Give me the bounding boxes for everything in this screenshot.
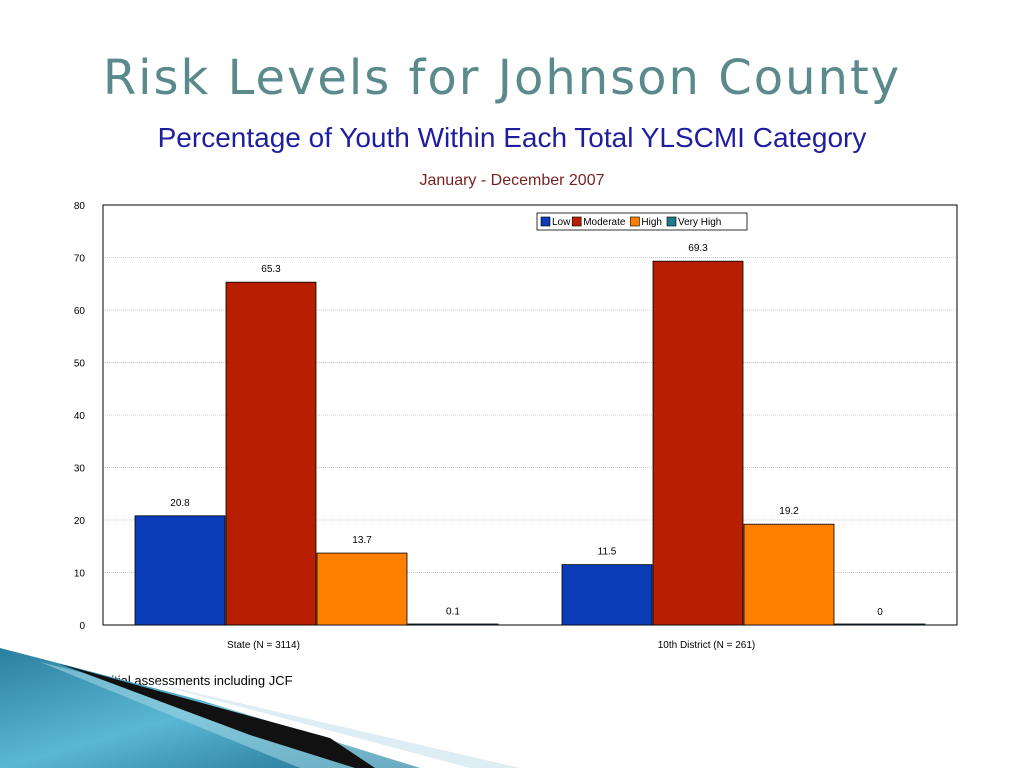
x-tick-label: 10th District (N = 261): [658, 640, 756, 651]
y-tick-label: 40: [74, 411, 86, 422]
bar-moderate: [652, 260, 744, 626]
y-tick-label: 80: [74, 201, 86, 212]
legend-entry: Very High: [678, 217, 721, 228]
legend-swatch: [630, 216, 640, 227]
data-label: 0.1: [446, 606, 460, 617]
bar-very-high: [834, 623, 926, 626]
legend-entry: High: [641, 217, 662, 228]
y-tick-label: 0: [79, 621, 85, 632]
bar-low: [134, 515, 226, 626]
data-label: 13.7: [352, 535, 372, 546]
bar-moderate: [225, 281, 317, 626]
footnote: *All initial assessments including JCF: [78, 673, 293, 688]
y-tick-label: 10: [74, 569, 86, 580]
legend: [536, 212, 748, 231]
y-tick-label: 70: [74, 254, 86, 265]
legend-swatch: [571, 216, 582, 227]
bar-high: [316, 552, 408, 626]
legend-swatch: [666, 216, 677, 227]
data-label: 65.3: [261, 264, 281, 275]
legend-swatch: [540, 216, 551, 227]
bar-very-high: [407, 623, 499, 626]
y-tick-label: 50: [74, 359, 86, 370]
x-tick-label: State (N = 3114): [227, 640, 300, 651]
data-label: 11.5: [598, 547, 617, 558]
slide-title: Risk Levels for Johnson County: [102, 50, 902, 106]
data-label: 19.2: [779, 506, 799, 517]
chart-subtitle: January - December 2007: [419, 172, 605, 189]
bar-high: [743, 523, 835, 626]
data-label: 20.8: [170, 498, 190, 509]
bar-low: [561, 564, 653, 626]
data-label: 0: [877, 607, 883, 618]
legend-entry: Moderate: [583, 217, 626, 228]
y-tick-label: 20: [74, 516, 86, 527]
slide-subtitle: Percentage of Youth Within Each Total YL…: [157, 122, 867, 153]
y-tick-label: 60: [74, 306, 86, 317]
legend-entry: Low: [552, 217, 571, 228]
data-label: 69.3: [688, 243, 708, 254]
y-tick-label: 30: [74, 464, 86, 475]
